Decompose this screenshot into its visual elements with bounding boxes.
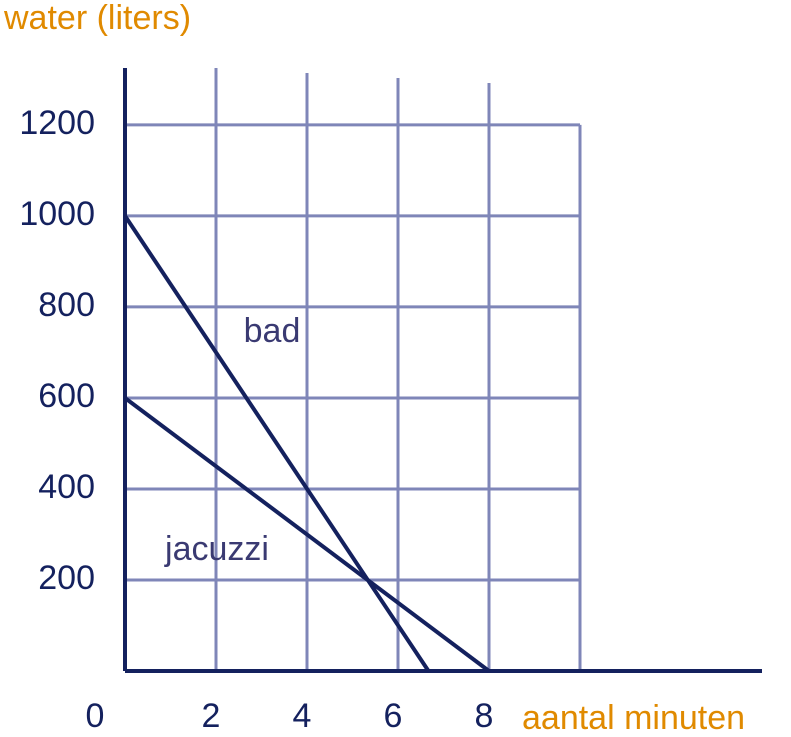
x-tick-label: 8 bbox=[475, 697, 494, 735]
y-tick-label: 1000 bbox=[19, 195, 95, 233]
y-tick-label: 200 bbox=[38, 559, 95, 597]
series-label: bad bbox=[244, 312, 301, 350]
x-axis-label: aantal minuten bbox=[522, 699, 745, 737]
y-tick-label: 400 bbox=[38, 468, 95, 506]
line bbox=[123, 214, 431, 673]
x-tick-label: 0 bbox=[86, 697, 105, 735]
x-tick-label: 6 bbox=[384, 697, 403, 735]
y-tick-label: 800 bbox=[38, 286, 95, 324]
y-tick-label: 600 bbox=[38, 377, 95, 415]
y-axis-label: water (liters) bbox=[3, 0, 191, 37]
x-tick-label: 2 bbox=[202, 697, 221, 735]
series-label: jacuzzi bbox=[164, 530, 269, 568]
line bbox=[123, 396, 491, 673]
x-tick-label: 4 bbox=[293, 697, 312, 735]
y-tick-label: 1200 bbox=[19, 104, 95, 142]
